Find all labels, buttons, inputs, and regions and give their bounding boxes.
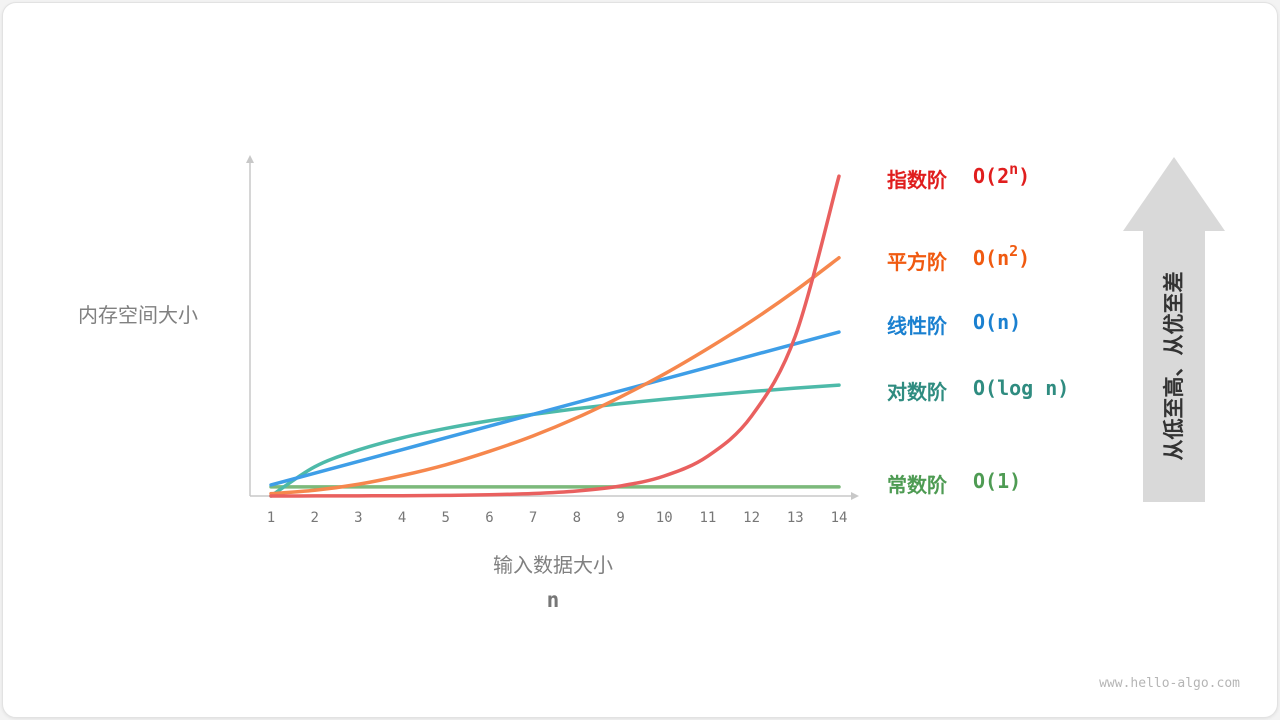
x-tick-label: 12 (743, 510, 760, 526)
legend-name: 平方阶 (887, 250, 947, 274)
x-tick-label: 8 (573, 510, 581, 526)
legend-quadratic: 平方阶 O(n2) (887, 244, 1030, 275)
x-tick-label: 4 (398, 510, 406, 526)
axes (246, 155, 859, 500)
watermark: www.hello-algo.com (1099, 676, 1240, 691)
x-tick-labels: 1 2 3 4 5 6 7 8 9 10 11 12 13 14 (267, 510, 848, 526)
x-tick-label: 6 (485, 510, 493, 526)
legend-constant: 常数阶 O(1) (887, 469, 1021, 498)
up-arrow-icon (1123, 157, 1225, 502)
series-line-3 (269, 256, 841, 496)
y-axis-label: 内存空间大小 (78, 303, 198, 327)
legend-logarithmic: 对数阶 O(log n) (887, 376, 1069, 405)
legend-name: 对数阶 (887, 380, 947, 404)
legend-name: 线性阶 (887, 314, 947, 338)
legend-linear: 线性阶 O(n) (887, 310, 1021, 339)
x-tick-label: 2 (310, 510, 318, 526)
x-tick-label: 7 (529, 510, 537, 526)
legend-exponential: 指数阶 O(2n) (887, 162, 1030, 193)
series-lines (269, 174, 841, 498)
legend-name: 常数阶 (887, 473, 947, 497)
legend-formula: O(n) (973, 310, 1022, 334)
arrow-label: 从低至高、从优至差 (1162, 271, 1186, 461)
y-axis-arrow-icon (246, 155, 254, 163)
x-tick-label: 1 (267, 510, 275, 526)
series-line-2 (269, 330, 841, 487)
x-tick-label: 11 (699, 510, 716, 526)
series-line-1 (269, 383, 841, 498)
x-tick-label: 10 (656, 510, 673, 526)
legend-formula: O(log n) (973, 376, 1070, 400)
x-axis-variable: n (546, 588, 560, 612)
legend-formula: O(n2) (973, 242, 1031, 271)
legend-name: 指数阶 (887, 168, 947, 192)
x-tick-label: 3 (354, 510, 362, 526)
legend-formula: O(1) (973, 469, 1022, 493)
series-line-4 (269, 174, 841, 498)
x-tick-label: 5 (442, 510, 450, 526)
x-axis-label: 输入数据大小 (493, 553, 613, 577)
legend-formula: O(2n) (973, 160, 1031, 189)
x-tick-label: 14 (831, 510, 848, 526)
x-axis-arrow-icon (851, 492, 859, 500)
x-tick-label: 9 (616, 510, 624, 526)
x-tick-label: 13 (787, 510, 804, 526)
